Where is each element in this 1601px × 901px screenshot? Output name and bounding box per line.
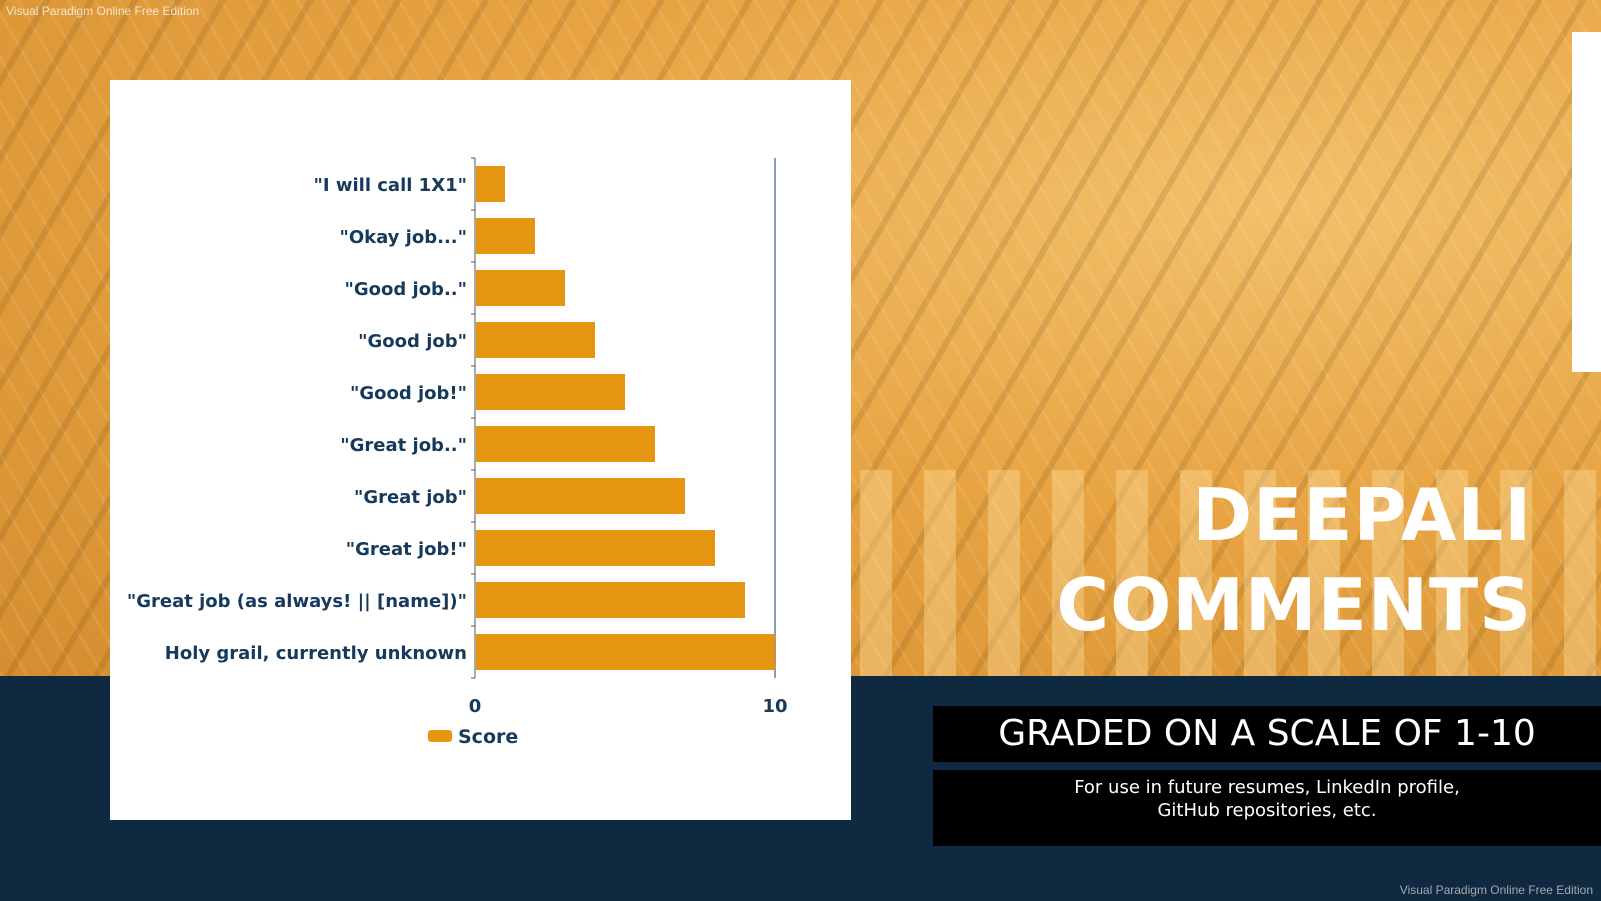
legend-label: Score (458, 726, 518, 748)
crosswalk-stripes (860, 470, 1601, 676)
scale-subtitle: GRADED ON A SCALE OF 1-10 (933, 706, 1601, 762)
title-line-2: COMMENTS (1056, 563, 1532, 647)
bar-chart: "I will call 1X1" "Okay job..." "Good job.… (127, 157, 788, 748)
category-label: "Good job!" (350, 383, 467, 404)
description-line-1: For use in future resumes, LinkedIn prof… (1074, 777, 1460, 798)
bar (476, 270, 565, 306)
category-label: "Great job!" (346, 539, 467, 560)
bar (476, 582, 745, 618)
category-label: "Good job.." (344, 279, 467, 300)
bar (476, 166, 505, 202)
bar (476, 322, 595, 358)
page-title: DEEPALI COMMENTS (1020, 470, 1532, 650)
category-label: "Great job (as always! || [name])" (127, 591, 467, 612)
decorative-white-strip (1572, 32, 1601, 372)
category-label: Holy grail, currently unknown (165, 643, 467, 664)
bar (476, 478, 685, 514)
x-tick-label: 10 (762, 696, 787, 717)
title-line-1: DEEPALI (1192, 473, 1532, 557)
watermark-bottom: Visual Paradigm Online Free Edition (1399, 883, 1593, 897)
legend-swatch (428, 730, 452, 742)
bar (476, 426, 655, 462)
category-label: "I will call 1X1" (314, 175, 467, 196)
category-label: "Great job.." (340, 435, 467, 456)
chart-card: "I will call 1X1" "Okay job..." "Good job.… (110, 80, 851, 820)
bar (476, 530, 715, 566)
description-box: For use in future resumes, LinkedIn prof… (933, 770, 1601, 846)
category-label: "Great job" (354, 487, 467, 508)
watermark-top: Visual Paradigm Online Free Edition (6, 4, 200, 18)
bar (476, 634, 775, 670)
category-label: "Okay job..." (339, 227, 467, 248)
x-tick-label: 0 (469, 696, 482, 717)
description-line-2: GitHub repositories, etc. (1157, 800, 1377, 821)
bar (476, 374, 625, 410)
bar (476, 218, 535, 254)
category-label: "Good job" (358, 331, 467, 352)
